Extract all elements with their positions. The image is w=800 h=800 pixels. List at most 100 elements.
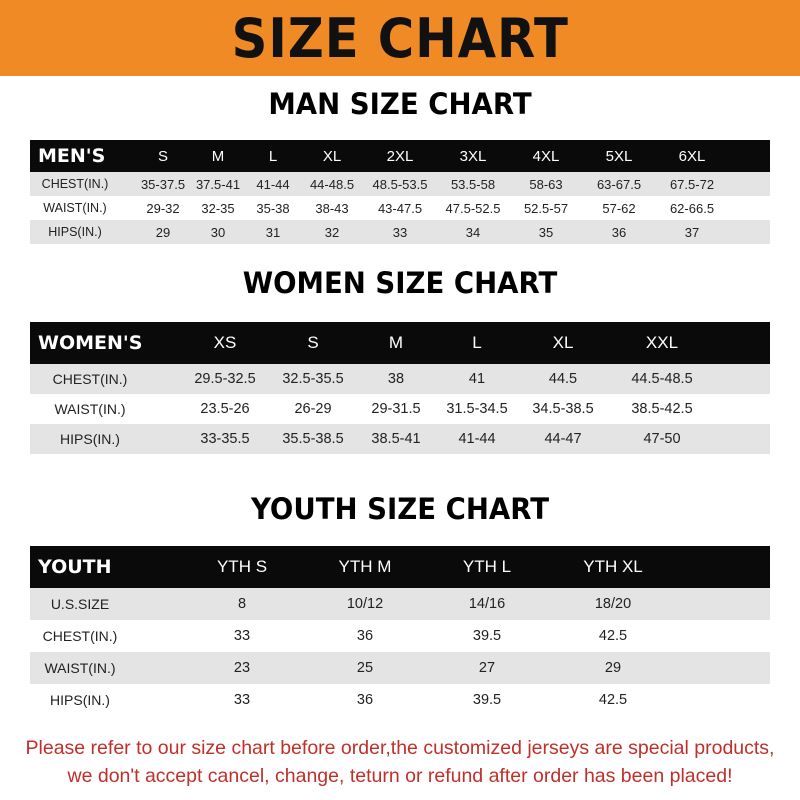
measure-value-cell: 14/16 xyxy=(468,596,506,612)
measure-value-cell: 44-47 xyxy=(544,431,582,447)
table-row: WAIST(IN.) 23.5-26 26-29 29-31.5 31.5-34.5 34… xyxy=(30,394,770,424)
table-header-row: WOMEN'S XS S M L XL XXL xyxy=(30,322,770,364)
measure-value-cell: 34.5-38.5 xyxy=(532,401,594,417)
size-header-cell: S xyxy=(307,333,319,352)
measure-value-cell: 38-43 xyxy=(315,200,349,216)
measure-value-cell: 23 xyxy=(233,660,251,676)
measure-value-cell: 67.5-72 xyxy=(669,176,715,192)
measure-label-cell: U.S.SIZE xyxy=(50,596,110,612)
size-header-cell: 2XL xyxy=(386,147,414,165)
measure-label-cell: WAIST(IN.) xyxy=(54,401,126,417)
women-section-title: WOMEN SIZE CHART xyxy=(242,266,558,300)
measure-value-cell: 44.5 xyxy=(548,371,578,387)
size-header-cell: 6XL xyxy=(678,147,706,165)
measure-value-cell: 18/20 xyxy=(594,596,632,612)
size-header-cell: YTH M xyxy=(338,557,392,576)
banner: SIZE CHART xyxy=(0,0,800,76)
measure-value-cell: 47-50 xyxy=(643,431,681,447)
measure-label-cell: CHEST(IN.) xyxy=(41,177,109,191)
measure-value-cell: 32-35 xyxy=(201,200,235,216)
table-header-row: YOUTH YTH S YTH M YTH L YTH XL xyxy=(30,546,770,588)
measure-value-cell: 27 xyxy=(478,660,496,676)
measure-value-cell: 10/12 xyxy=(346,596,384,612)
measure-value-cell: 47.5-52.5 xyxy=(445,200,501,216)
measure-value-cell: 48.5-53.5 xyxy=(372,176,428,192)
measure-value-cell: 42.5 xyxy=(598,692,628,708)
measure-label-cell: HIPS(IN.) xyxy=(60,431,120,447)
measure-value-cell: 29-31.5 xyxy=(371,401,421,417)
measure-value-cell: 63-67.5 xyxy=(596,176,642,192)
measure-value-cell: 36 xyxy=(356,628,374,644)
measure-value-cell: 29-32 xyxy=(146,200,180,216)
measure-value-cell: 33 xyxy=(233,628,251,644)
measure-value-cell: 41-44 xyxy=(256,176,290,192)
table-title-cell: WOMEN'S xyxy=(38,332,143,354)
measure-value-cell: 38.5-41 xyxy=(371,431,421,447)
measure-value-cell: 30 xyxy=(210,224,226,240)
table-row: CHEST(IN.) 29.5-32.5 32.5-35.5 38 41 44.5 44.5… xyxy=(30,364,770,394)
table-title-cell: YOUTH xyxy=(38,556,112,578)
size-header-cell: L xyxy=(472,333,482,352)
measure-value-cell: 58-63 xyxy=(529,176,563,192)
table-row: CHEST(IN.) 35-37.5 37.5-41 41-44 44-48.5 48.5… xyxy=(30,172,770,196)
table-row: HIPS(IN.) 33 36 39.5 42.5 xyxy=(30,684,770,716)
measure-value-cell: 39.5 xyxy=(472,628,502,644)
measure-value-cell: 44-48.5 xyxy=(309,176,355,192)
measure-value-cell: 41 xyxy=(468,371,486,387)
size-header-cell: XS xyxy=(213,333,237,352)
measure-value-cell: 41-44 xyxy=(458,431,496,447)
measure-value-cell: 38.5-42.5 xyxy=(631,401,693,417)
table-row: U.S.SIZE 8 10/12 14/16 18/20 xyxy=(30,588,770,620)
measure-label-cell: CHEST(IN.) xyxy=(42,628,118,644)
size-header-cell: 5XL xyxy=(605,147,633,165)
table-row: WAIST(IN.) 23 25 27 29 xyxy=(30,652,770,684)
table-row: HIPS(IN.) 29 30 31 32 33 34 35 36 37 xyxy=(30,220,770,244)
measure-label-cell: HIPS(IN.) xyxy=(50,692,110,708)
size-header-cell: YTH S xyxy=(216,557,268,576)
size-header-cell: M xyxy=(211,147,225,165)
measure-value-cell: 32 xyxy=(324,224,340,240)
measure-value-cell: 34 xyxy=(465,224,481,240)
measure-label-cell: HIPS(IN.) xyxy=(48,225,102,239)
measure-value-cell: 57-62 xyxy=(602,200,636,216)
measure-value-cell: 35-37.5 xyxy=(140,176,186,192)
size-header-cell: YTH XL xyxy=(583,557,643,576)
measure-value-cell: 52.5-57 xyxy=(523,200,569,216)
measure-value-cell: 35-38 xyxy=(256,200,290,216)
measure-value-cell: 36 xyxy=(356,692,374,708)
measure-value-cell: 37.5-41 xyxy=(195,176,241,192)
measure-value-cell: 33 xyxy=(392,224,408,240)
measure-value-cell: 32.5-35.5 xyxy=(282,371,344,387)
measure-value-cell: 35.5-38.5 xyxy=(282,431,344,447)
youth-section-title: YOUTH SIZE CHART xyxy=(250,492,550,526)
measure-value-cell: 62-66.5 xyxy=(669,200,715,216)
measure-value-cell: 37 xyxy=(684,224,700,240)
measure-value-cell: 29 xyxy=(604,660,622,676)
measure-value-cell: 25 xyxy=(356,660,374,676)
measure-value-cell: 23.5-26 xyxy=(200,401,250,417)
measure-label-cell: WAIST(IN.) xyxy=(43,201,107,215)
measure-value-cell: 39.5 xyxy=(472,692,502,708)
measure-value-cell: 29 xyxy=(155,224,171,240)
size-header-cell: L xyxy=(268,147,278,165)
size-header-cell: XXL xyxy=(645,333,679,352)
table-header-row: MEN'S S M L XL 2XL 3XL 4XL 5XL 6XL xyxy=(30,140,770,172)
measure-value-cell: 43-47.5 xyxy=(377,200,423,216)
measure-value-cell: 8 xyxy=(237,596,247,612)
men-section-title: MAN SIZE CHART xyxy=(268,87,532,121)
order-notice: Please refer to our size chart before or… xyxy=(0,734,800,790)
size-header-cell: XL xyxy=(552,333,574,352)
notice-line-1: Please refer to our size chart before or… xyxy=(25,737,775,759)
measure-value-cell: 42.5 xyxy=(598,628,628,644)
measure-label-cell: CHEST(IN.) xyxy=(52,371,128,387)
size-header-cell: XL xyxy=(322,147,342,165)
measure-value-cell: 29.5-32.5 xyxy=(194,371,256,387)
measure-value-cell: 53.5-58 xyxy=(450,176,496,192)
measure-value-cell: 36 xyxy=(611,224,627,240)
measure-value-cell: 44.5-48.5 xyxy=(631,371,693,387)
measure-value-cell: 33-35.5 xyxy=(200,431,250,447)
measure-value-cell: 26-29 xyxy=(294,401,332,417)
size-header-cell: 3XL xyxy=(459,147,487,165)
table-row: HIPS(IN.) 33-35.5 35.5-38.5 38.5-41 41-44 44-… xyxy=(30,424,770,454)
size-header-cell: 4XL xyxy=(532,147,560,165)
